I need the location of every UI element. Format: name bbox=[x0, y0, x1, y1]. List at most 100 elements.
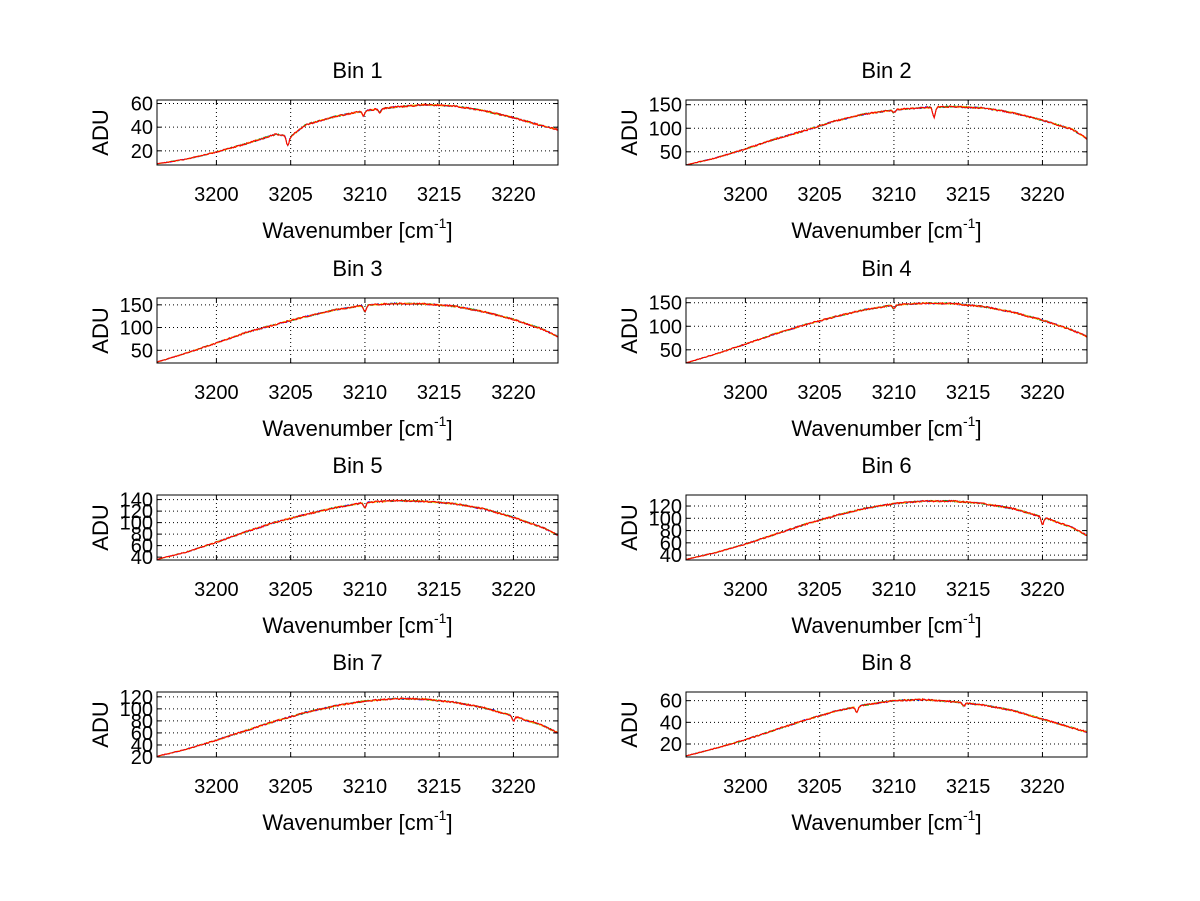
series-line bbox=[157, 697, 558, 757]
x-axis-label-sup: -1 bbox=[963, 807, 976, 823]
x-tick-label: 3205 bbox=[797, 382, 842, 404]
x-axis-label-text: Wavenumber [cm bbox=[262, 218, 434, 243]
y-tick-label: 80 bbox=[131, 524, 153, 546]
x-axis-label: Wavenumber [cm-1] bbox=[791, 807, 981, 835]
x-axis-label-close: ] bbox=[446, 613, 452, 638]
x-tick-label: 3220 bbox=[491, 776, 536, 798]
axes-frame bbox=[156, 494, 559, 561]
x-tick-label: 3215 bbox=[946, 382, 991, 404]
x-axis-label: Wavenumber [cm-1] bbox=[791, 215, 981, 243]
y-tick-label: 60 bbox=[660, 533, 682, 555]
x-tick-label: 3205 bbox=[268, 184, 313, 206]
x-tick-label: 3220 bbox=[1020, 776, 1065, 798]
x-axis-label-sup: -1 bbox=[963, 610, 976, 626]
y-tick-label: 60 bbox=[131, 94, 153, 116]
subplot-title: Bin 8 bbox=[861, 650, 911, 675]
axes-frame bbox=[685, 99, 1088, 166]
axes-bg bbox=[686, 298, 1087, 363]
y-tick-label: 120 bbox=[649, 496, 682, 518]
series-line bbox=[157, 499, 558, 560]
x-tick-label: 3200 bbox=[194, 184, 239, 206]
axes-frame bbox=[156, 691, 559, 758]
x-axis-label-sup: -1 bbox=[963, 215, 976, 231]
y-axis-label: ADU bbox=[617, 701, 642, 747]
y-axis-label: ADU bbox=[88, 701, 113, 747]
y-axis-label: ADU bbox=[88, 504, 113, 550]
axes-bg bbox=[686, 100, 1087, 165]
x-tick-label: 3210 bbox=[872, 184, 917, 206]
y-tick-label: 150 bbox=[120, 295, 153, 317]
x-tick-label: 3205 bbox=[797, 579, 842, 601]
x-tick-label: 3215 bbox=[946, 184, 991, 206]
x-axis-label-close: ] bbox=[446, 810, 452, 835]
x-tick-label: 3220 bbox=[1020, 184, 1065, 206]
y-tick-label: 50 bbox=[660, 142, 682, 164]
x-tick-label: 3215 bbox=[417, 184, 462, 206]
x-tick-label: 3220 bbox=[1020, 382, 1065, 404]
subplot-title: Bin 5 bbox=[332, 453, 382, 478]
series-line bbox=[686, 105, 1087, 165]
x-tick-label: 3200 bbox=[723, 776, 768, 798]
y-tick-label: 140 bbox=[120, 490, 153, 512]
x-tick-label: 3215 bbox=[417, 776, 462, 798]
x-tick-label: 3210 bbox=[343, 776, 388, 798]
x-tick-label: 3200 bbox=[194, 776, 239, 798]
x-tick-label: 3210 bbox=[872, 579, 917, 601]
x-tick-label: 3200 bbox=[194, 579, 239, 601]
y-tick-label: 20 bbox=[131, 747, 153, 769]
axes-bg bbox=[157, 495, 558, 560]
y-axis-label: ADU bbox=[617, 109, 642, 155]
y-tick-label: 60 bbox=[131, 536, 153, 558]
x-axis-label-sup: -1 bbox=[434, 215, 447, 231]
x-tick-label: 3220 bbox=[1020, 579, 1065, 601]
x-tick-label: 3210 bbox=[343, 579, 388, 601]
x-tick-label: 3220 bbox=[491, 579, 536, 601]
x-axis-label-text: Wavenumber [cm bbox=[791, 810, 963, 835]
series-line bbox=[686, 301, 1087, 363]
x-axis-label-sup: -1 bbox=[434, 610, 447, 626]
x-tick-label: 3210 bbox=[872, 776, 917, 798]
x-axis-label-text: Wavenumber [cm bbox=[791, 613, 963, 638]
x-tick-label: 3205 bbox=[268, 579, 313, 601]
subplot-title: Bin 3 bbox=[332, 256, 382, 281]
x-axis-label-text: Wavenumber [cm bbox=[262, 810, 434, 835]
y-tick-label: 80 bbox=[660, 521, 682, 543]
x-axis-label: Wavenumber [cm-1] bbox=[791, 413, 981, 441]
y-tick-label: 40 bbox=[660, 712, 682, 734]
y-tick-label: 100 bbox=[120, 699, 153, 721]
x-axis-label-close: ] bbox=[446, 416, 452, 441]
y-tick-label: 100 bbox=[649, 316, 682, 338]
y-axis-label: ADU bbox=[617, 504, 642, 550]
axes-bg bbox=[157, 100, 558, 165]
x-tick-label: 3200 bbox=[723, 579, 768, 601]
x-axis-label-close: ] bbox=[975, 810, 981, 835]
x-tick-label: 3215 bbox=[417, 579, 462, 601]
axes-frame bbox=[685, 494, 1088, 561]
x-tick-label: 3215 bbox=[417, 382, 462, 404]
x-axis-label-sup: -1 bbox=[434, 413, 447, 429]
x-tick-label: 3200 bbox=[723, 184, 768, 206]
axes-bg bbox=[157, 298, 558, 363]
x-axis-label-close: ] bbox=[975, 613, 981, 638]
y-tick-label: 100 bbox=[120, 318, 153, 340]
subplot-title: Bin 4 bbox=[861, 256, 911, 281]
y-tick-label: 80 bbox=[131, 711, 153, 733]
series-line bbox=[686, 697, 1087, 757]
x-axis-label-text: Wavenumber [cm bbox=[262, 613, 434, 638]
x-axis-label-text: Wavenumber [cm bbox=[791, 218, 963, 243]
x-tick-label: 3215 bbox=[946, 579, 991, 601]
x-tick-label: 3215 bbox=[946, 776, 991, 798]
subplot-title: Bin 1 bbox=[332, 58, 382, 83]
x-tick-label: 3205 bbox=[797, 776, 842, 798]
x-tick-label: 3205 bbox=[797, 184, 842, 206]
series-line bbox=[157, 103, 558, 165]
y-tick-label: 20 bbox=[131, 141, 153, 163]
x-axis-label: Wavenumber [cm-1] bbox=[262, 215, 452, 243]
y-tick-label: 40 bbox=[131, 547, 153, 569]
